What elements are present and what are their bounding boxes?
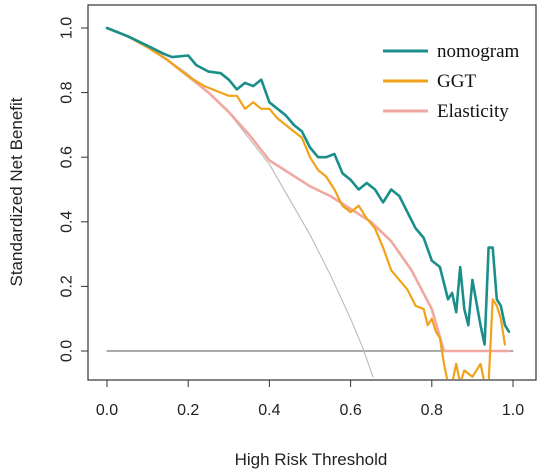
x-tick-label: 1.0: [502, 402, 524, 419]
x-tick-label: 0.6: [339, 402, 361, 419]
x-axis: 0.0 0.2 0.4 0.6 0.8 1.0: [96, 380, 524, 419]
y-axis-title: Standardized Net Benefit: [7, 97, 26, 286]
ggt-line: [105, 26, 506, 379]
plot-frame: [87, 4, 537, 381]
nomogram-line: [105, 26, 511, 346]
x-axis-title: High Risk Threshold: [235, 450, 388, 469]
x-tick-label: 0.2: [177, 402, 199, 419]
y-tick-label: 0.2: [59, 275, 76, 297]
y-tick-label: 0.8: [59, 81, 76, 103]
y-tick-label: 0.6: [59, 146, 76, 168]
legend-label: Elasticity: [437, 101, 509, 122]
y-axis: 0.0 0.2 0.4 0.6 0.8 1.0: [59, 17, 88, 362]
treat-all-line: [106, 27, 374, 378]
x-tick-label: 0.0: [96, 402, 118, 419]
legend-label: nomogram: [437, 41, 520, 62]
x-tick-label: 0.8: [421, 402, 443, 419]
legend: nomogram GGT Elasticity: [383, 41, 520, 122]
series-layer: [105, 26, 514, 379]
legend-label: GGT: [437, 71, 476, 92]
y-tick-label: 1.0: [59, 17, 76, 39]
y-tick-label: 0.4: [59, 211, 76, 233]
y-tick-label: 0.0: [59, 340, 76, 362]
x-tick-label: 0.4: [258, 402, 280, 419]
